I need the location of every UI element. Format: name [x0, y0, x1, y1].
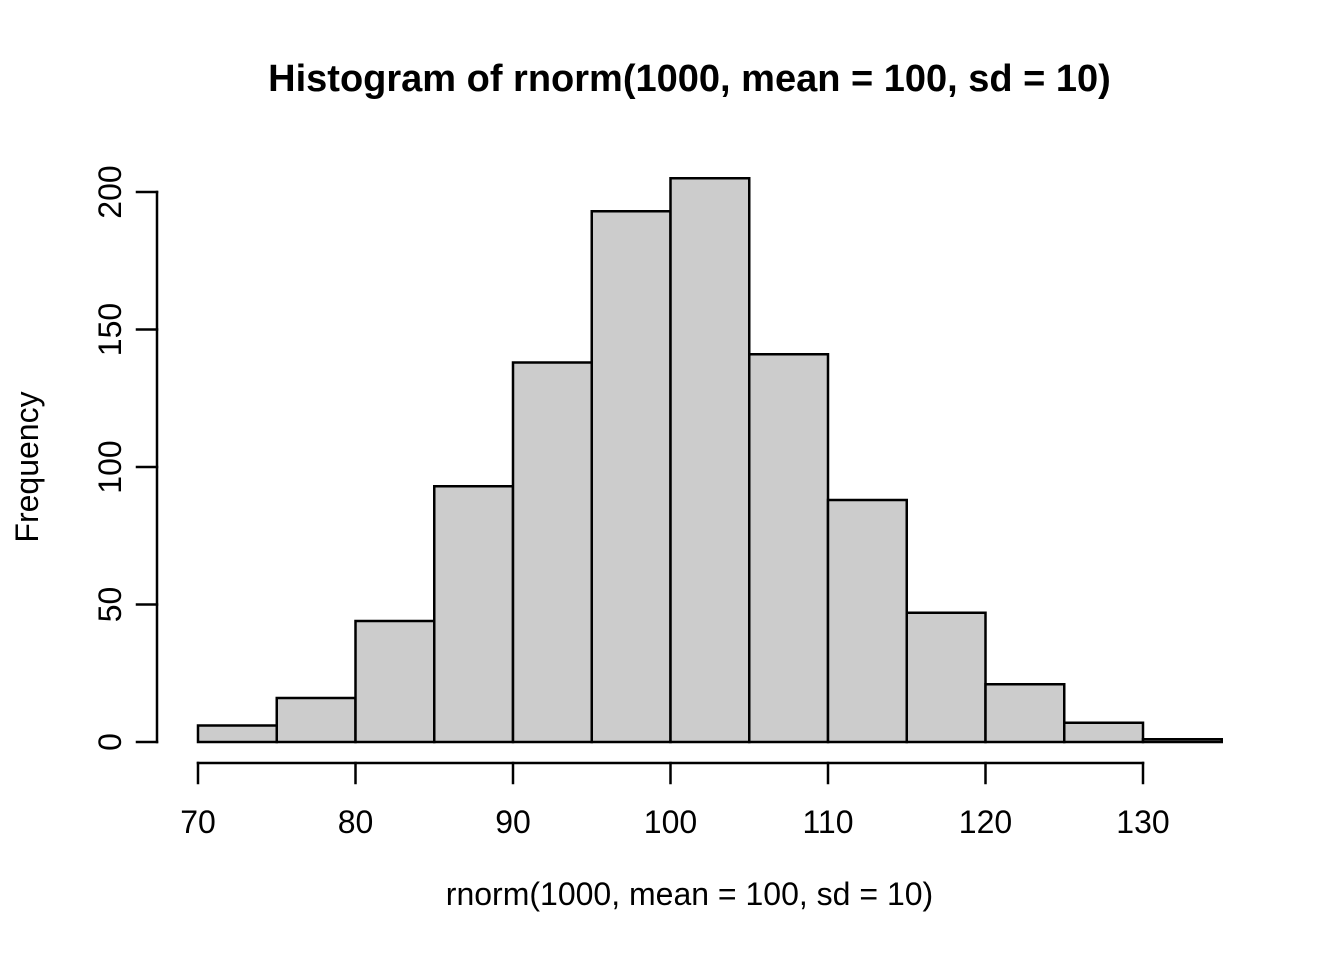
y-tick-label: 50	[92, 587, 128, 623]
histogram-bar	[826, 498, 908, 744]
x-tick-label: 70	[180, 804, 216, 840]
histogram-bar	[748, 353, 830, 744]
histogram-bar	[354, 619, 436, 744]
x-tick-label: 80	[338, 804, 374, 840]
histogram-bar	[1063, 721, 1145, 744]
y-axis-label: Frequency	[9, 391, 45, 543]
x-tick-label: 130	[1116, 804, 1169, 840]
chart-title: Histogram of rnorm(1000, mean = 100, sd …	[268, 58, 1111, 100]
y-tick-label: 100	[92, 440, 128, 493]
x-axis-label: rnorm(1000, mean = 100, sd = 10)	[445, 876, 934, 912]
x-tick-label: 100	[644, 804, 697, 840]
x-tick-label: 90	[495, 804, 531, 840]
y-tick-label: 0	[92, 733, 128, 751]
y-tick-label: 150	[92, 303, 128, 356]
histogram-bar	[433, 485, 515, 744]
histogram-bar	[1141, 738, 1223, 744]
histogram-bar	[196, 724, 278, 744]
histogram-bar	[984, 683, 1066, 744]
x-tick-label: 110	[802, 804, 853, 840]
histogram-bar	[590, 210, 672, 744]
histogram-bar	[669, 177, 751, 744]
y-tick-label: 200	[92, 165, 128, 218]
x-tick-label: 120	[959, 804, 1012, 840]
histogram-bar	[511, 361, 593, 744]
histogram-bar	[275, 696, 357, 744]
histogram-bar	[905, 611, 987, 744]
